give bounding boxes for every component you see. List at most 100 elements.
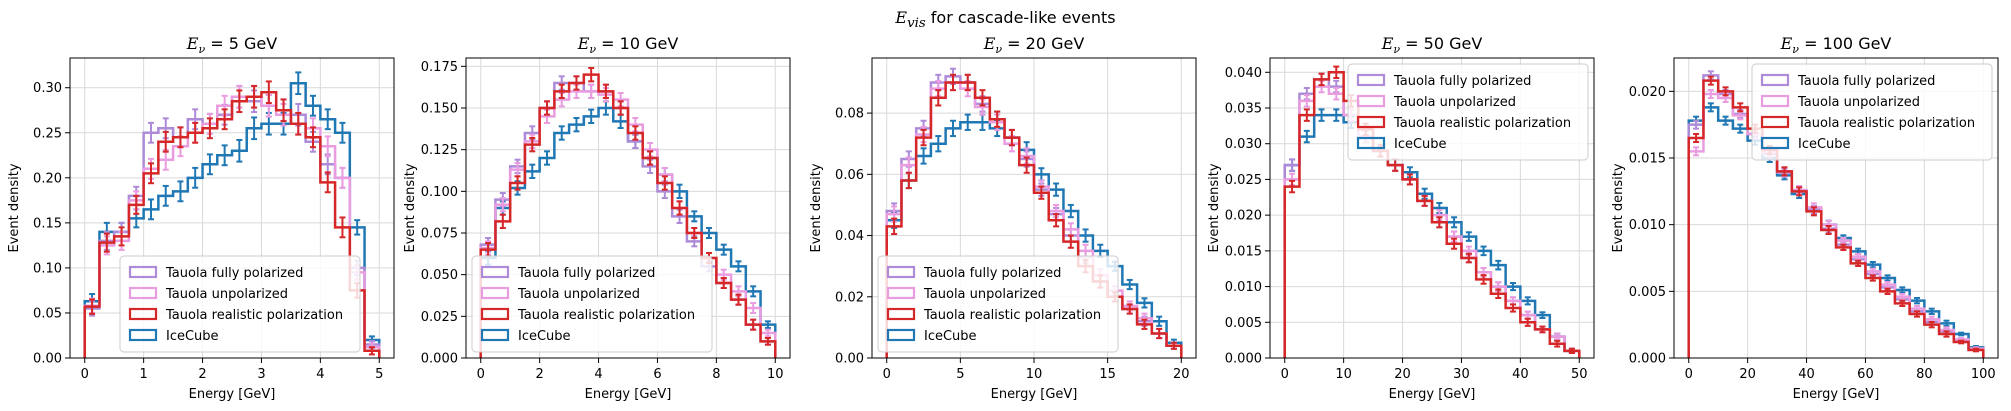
x-tick-label: 0 [1685,367,1693,382]
errorbar-icecube [177,180,184,203]
errorbar-unpol [1840,237,1847,245]
errorbar-icecube [206,153,213,176]
errorbar-realistic [265,80,272,105]
legend-box [877,255,1119,353]
errorbar-icecube [1495,259,1502,271]
errorbar-realistic [1141,318,1148,330]
x-tick-label: 60 [1857,367,1874,382]
errorbar-realistic [1038,185,1045,200]
x-tick-label: 20 [1394,367,1411,382]
x-tick-label: 80 [1916,367,1933,382]
errorbar-icecube [1539,311,1546,319]
errorbar-realistic [1053,213,1060,228]
errorbar-icecube [1943,319,1950,327]
errorbar-unpol [1554,332,1561,341]
y-tick-label: 0.00 [835,352,864,367]
errorbar-realistic [1170,341,1177,350]
x-tick-label: 0 [81,367,89,382]
errorbar-icecube [1156,315,1163,327]
errorbar-icecube [1067,203,1074,219]
errorbar-realistic [602,83,609,99]
x-axis-label: Energy [GeV] [585,387,672,402]
errorbar-unpol [750,302,757,314]
errorbar-realistic [691,227,698,239]
errorbar-realistic [1436,216,1443,229]
title-e: E [983,34,996,53]
errorbar-icecube [1510,282,1516,292]
errorbar-realistic [1303,108,1310,122]
legend-item: IceCube [1356,136,1447,152]
errorbar-realistic [1480,274,1487,285]
legend-swatch-fully [1356,73,1386,87]
errorbar-icecube [764,320,771,329]
title-value: = 100 GeV [1799,34,1891,53]
errorbar-icecube [1928,307,1935,315]
subplot-title: Eν = 5 GeV [186,34,277,56]
errorbar-realistic [764,337,771,346]
errorbar-unpol [324,135,331,158]
errorbar-realistic [1510,303,1516,313]
errorbar-icecube [750,285,757,298]
errorbar-realistic [1495,288,1502,299]
errorbar-icecube [1082,228,1089,243]
series-step-realistic [479,73,777,358]
title-value: = 5 GeV [205,34,277,53]
y-tick-label: 0.100 [421,185,458,200]
errorbar-realistic [1810,206,1817,217]
y-axis-label: Event density [403,163,418,252]
errorbar-realistic [1554,339,1561,348]
y-axis-label: Event density [7,163,22,252]
legend-swatch-realistic [1356,115,1386,129]
suptitle-sub: vis [907,16,926,32]
errorbar-unpol [1707,89,1714,99]
y-tick-label: 0.10 [33,261,62,276]
x-tick-label: 10 [1026,367,1043,382]
y-tick-label: 0.035 [1225,102,1262,117]
errorbar-unpol [764,328,771,338]
errorbar-icecube [1722,115,1729,126]
errorbar-realistic [280,98,287,123]
errorbar-icecube [1737,123,1744,134]
legend-label: Tauola realistic polarization [517,308,695,323]
errorbar-realistic [162,130,169,153]
errorbar-icecube [1318,108,1325,122]
errorbar-icecube [573,117,580,133]
errorbar-icecube [1899,286,1906,294]
legend-swatch-fully [480,265,510,279]
errorbar-icecube [1126,278,1133,291]
legend-swatch-realistic [128,307,158,321]
title-e: E [1381,34,1394,53]
errorbar-realistic [1943,330,1950,338]
x-tick-label: 8 [712,367,720,382]
y-axis-label: Event density [1611,163,1626,252]
y-tick-label: 0.000 [421,352,458,367]
y-tick-label: 0.020 [1629,85,1666,100]
legend-swatch-fully [1760,73,1790,87]
x-tick-label: 2 [535,367,543,382]
errorbar-realistic [1781,166,1788,177]
legend-item: Tauola realistic polarization [886,307,1101,323]
errorbar-icecube [935,135,942,153]
errorbar-unpol [1899,293,1906,301]
legend-box [1751,63,1993,161]
y-tick-label: 0.30 [33,81,62,96]
x-tick-label: 3 [257,367,265,382]
legend-label: Tauola unpolarized [1393,95,1516,110]
x-tick-label: 0 [883,367,891,382]
errorbar-realistic [1333,65,1340,79]
errorbar-realistic [617,100,624,116]
legend-label: IceCube [1394,137,1447,152]
legend-swatch-icecube [1760,136,1790,150]
legend-item: Tauola fully polarized [480,265,655,281]
x-tick-label: 15 [1099,367,1116,382]
y-tick-label: 0.005 [1225,316,1262,331]
errorbar-icecube [1707,102,1714,113]
errorbar-realistic [192,121,199,144]
title-e: E [577,34,590,53]
y-tick-label: 0.02 [835,290,864,305]
x-tick-label: 20 [1739,367,1756,382]
series-group [83,71,381,358]
legend-box [1347,63,1589,161]
legend-swatch-realistic [1760,115,1790,129]
